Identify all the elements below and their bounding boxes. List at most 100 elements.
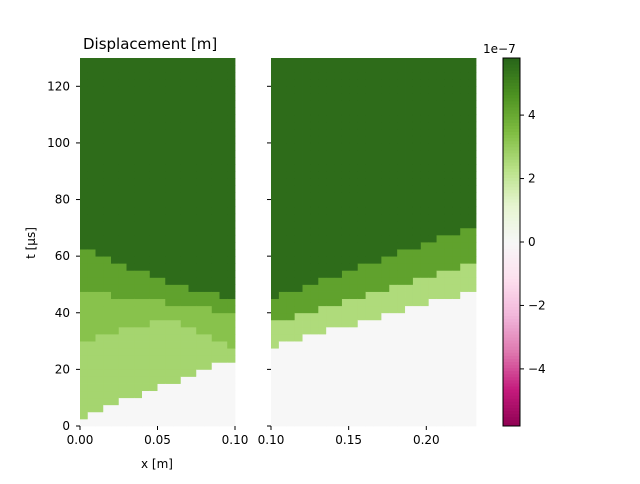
heatmap-cell: [468, 100, 477, 108]
heatmap-cell: [318, 114, 327, 123]
heatmap-cell: [286, 263, 296, 271]
heatmap-cell: [444, 58, 453, 66]
heatmap-cell: [365, 312, 374, 321]
heatmap-cell: [219, 277, 228, 285]
heatmap-cell: [460, 157, 469, 165]
heatmap-cell: [326, 86, 335, 94]
heatmap-cell: [157, 100, 166, 108]
heatmap-cell: [227, 390, 236, 399]
heatmap-cell: [111, 199, 120, 208]
heatmap-cell: [294, 242, 303, 250]
heatmap-cell: [227, 58, 236, 66]
heatmap-cell: [196, 263, 205, 271]
heatmap-cell: [165, 312, 174, 321]
heatmap-cell: [302, 86, 311, 94]
heatmap-cell: [468, 86, 477, 94]
heatmap-cell: [142, 369, 151, 377]
heatmap-cell: [278, 298, 288, 307]
heatmap-cell: [103, 326, 112, 335]
heatmap-cell: [341, 58, 351, 66]
heatmap-cell: [180, 362, 189, 370]
heatmap-cell: [357, 404, 367, 413]
heatmap-cell: [219, 206, 228, 215]
heatmap-cell: [142, 348, 151, 356]
heatmap-cell: [111, 164, 120, 172]
heatmap-cell: [103, 58, 112, 66]
heatmap-cell: [134, 256, 143, 264]
heatmap-cell: [428, 213, 437, 222]
heatmap-cell: [365, 121, 374, 130]
heatmap-cell: [227, 418, 236, 427]
heatmap-cell: [211, 334, 220, 342]
heatmap-cell: [286, 341, 296, 349]
y-tick-label: 100: [47, 136, 70, 150]
heatmap-cell: [444, 164, 453, 172]
heatmap-cell: [204, 284, 213, 292]
heatmap-cell: [271, 390, 280, 399]
heatmap-cell: [278, 86, 288, 94]
heatmap-cell: [349, 355, 359, 363]
heatmap-cell: [318, 362, 327, 370]
heatmap-cell: [118, 79, 127, 87]
heatmap-cell: [310, 100, 319, 108]
heatmap-cell: [326, 58, 335, 66]
heatmap-cell: [326, 79, 335, 87]
heatmap-cell: [219, 213, 228, 222]
heatmap-cell: [180, 150, 189, 158]
heatmap-cell: [227, 249, 236, 257]
heatmap-cell: [286, 418, 296, 427]
heatmap-cell: [381, 348, 390, 356]
heatmap-cell: [278, 58, 288, 66]
heatmap-cell: [227, 65, 236, 73]
heatmap-cell: [111, 93, 120, 101]
heatmap-cell: [165, 93, 174, 101]
heatmap-cell: [103, 418, 112, 427]
heatmap-cell: [149, 100, 158, 108]
x-tick-label: 0.10: [258, 433, 285, 447]
heatmap-cell: [436, 284, 445, 292]
colorbar-band: [503, 150, 520, 154]
heatmap-cell: [310, 58, 319, 66]
heatmap-cell: [87, 157, 96, 165]
heatmap-cell: [188, 227, 197, 236]
heatmap-cell: [180, 404, 189, 413]
heatmap-cell: [204, 192, 213, 200]
heatmap-cell: [389, 249, 398, 257]
heatmap-cell: [134, 79, 143, 87]
heatmap-cell: [326, 291, 335, 300]
heatmap-cell: [357, 383, 367, 392]
heatmap-cell: [219, 150, 228, 158]
heatmap-cell: [302, 404, 311, 413]
heatmap-cell: [219, 86, 228, 94]
heatmap-cell: [294, 150, 303, 158]
heatmap-cell: [412, 242, 422, 250]
heatmap-cell: [444, 199, 453, 208]
heatmap-cell: [310, 114, 319, 123]
heatmap-cell: [149, 79, 158, 87]
heatmap-cell: [142, 234, 151, 243]
heatmap-cell: [196, 312, 205, 321]
heatmap-cell: [334, 298, 343, 307]
heatmap-cell: [211, 65, 220, 73]
heatmap-cell: [294, 312, 303, 321]
heatmap-cell: [373, 114, 382, 123]
heatmap-cell: [373, 234, 382, 243]
heatmap-cell: [278, 135, 288, 144]
heatmap-cell: [126, 334, 135, 342]
heatmap-cell: [436, 65, 445, 73]
heatmap-cell: [87, 383, 96, 392]
heatmap-cell: [278, 326, 288, 335]
heatmap-cell: [142, 341, 151, 349]
heatmap-cell: [149, 312, 158, 321]
heatmap-cell: [302, 150, 311, 158]
heatmap-cell: [219, 79, 228, 87]
heatmap-cell: [173, 100, 182, 108]
heatmap-cell: [318, 93, 327, 101]
heatmap-cell: [227, 334, 236, 342]
heatmap-cell: [357, 220, 367, 229]
heatmap-cell: [452, 369, 461, 377]
heatmap-cell: [318, 256, 327, 264]
heatmap-cell: [173, 86, 182, 94]
heatmap-cell: [157, 270, 166, 278]
heatmap-cell: [219, 298, 228, 307]
